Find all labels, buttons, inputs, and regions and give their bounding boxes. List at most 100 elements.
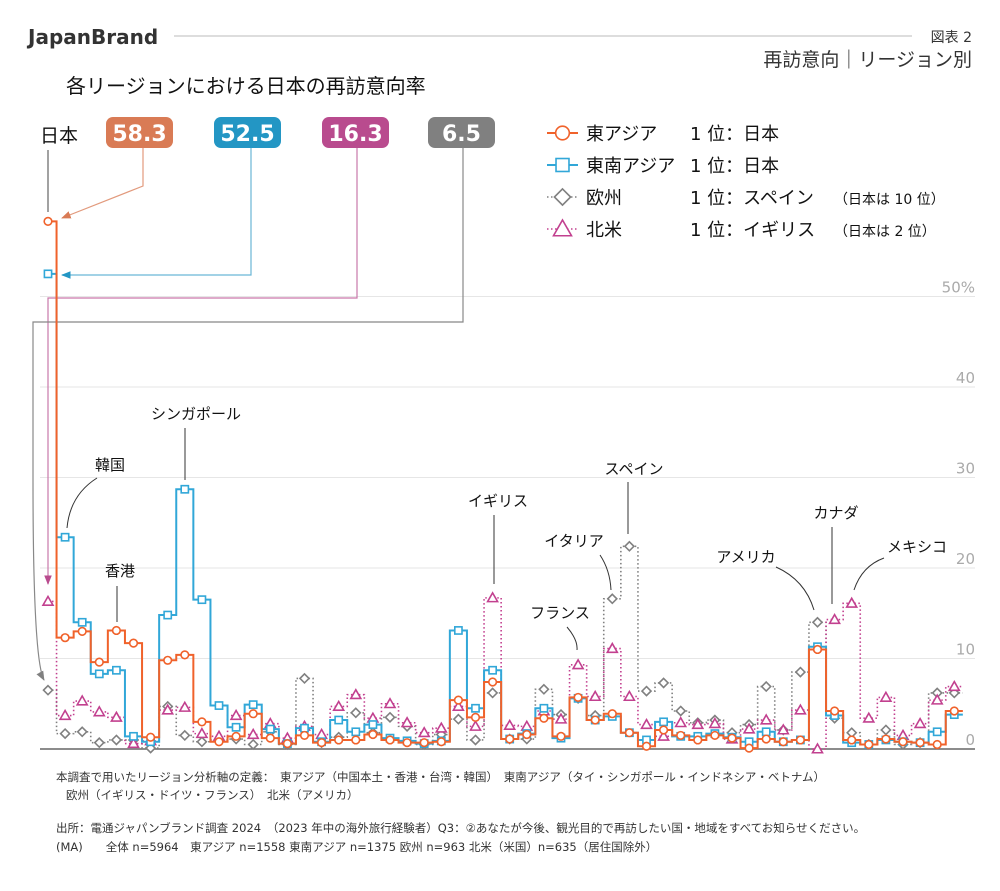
legend-series-name: 東南アジア <box>586 156 675 177</box>
triangle-marker <box>58 708 72 721</box>
circle-marker <box>881 734 891 744</box>
circle-marker <box>128 638 139 648</box>
triangle-marker <box>246 727 260 740</box>
triangle-marker <box>41 594 55 607</box>
japan-callouts: 58.3 52.5 16.3 6.5 <box>32 117 495 681</box>
annotation-leader <box>853 557 885 591</box>
triangle-marker <box>195 727 209 739</box>
square-marker <box>231 722 241 732</box>
triangle-marker <box>178 700 192 712</box>
triangle-marker <box>503 718 517 731</box>
square-marker <box>43 269 53 279</box>
triangle-marker <box>486 591 499 603</box>
y-tick-label: 10 <box>956 641 975 659</box>
triangle-marker <box>552 218 573 237</box>
circle-marker <box>539 713 549 723</box>
diamond-marker <box>196 736 208 748</box>
circle-marker <box>607 709 617 719</box>
callout-arrow <box>61 148 144 219</box>
diamond-marker <box>298 672 311 685</box>
triangle-marker <box>452 699 465 712</box>
triangle-marker <box>92 705 106 717</box>
circle-marker <box>898 737 908 747</box>
triangle-marker <box>400 716 414 728</box>
triangle-marker <box>571 658 585 670</box>
triangle-marker <box>930 693 944 705</box>
circle-marker <box>556 731 566 741</box>
diamond-marker <box>452 713 465 725</box>
diamond-marker <box>675 705 687 717</box>
circle-marker <box>385 735 395 745</box>
square-marker <box>163 610 173 620</box>
circle-marker <box>915 738 925 748</box>
circle-marker <box>488 677 498 687</box>
definition-note-1: 本調査で用いたリージョン分析軸の定義： 東アジア（中国本土・香港・台湾・韓国） … <box>56 770 825 784</box>
square-marker <box>555 157 570 173</box>
value-badge-text: 6.5 <box>442 122 481 147</box>
circle-marker <box>214 737 224 747</box>
square-marker <box>112 665 121 675</box>
figure-number: 図表 2 <box>931 30 972 46</box>
circle-marker <box>402 738 412 748</box>
circle-marker <box>231 731 241 741</box>
triangle-marker <box>417 726 431 738</box>
circle-marker <box>522 729 532 740</box>
diamond-marker <box>794 666 807 678</box>
y-tick-label: 20 <box>956 550 975 568</box>
callout-arrow <box>61 148 252 279</box>
circle-marker <box>43 216 53 226</box>
circle-marker <box>505 734 515 744</box>
circle-marker <box>368 729 378 740</box>
circle-marker <box>932 739 942 750</box>
legend-series-name: 東アジア <box>586 124 657 145</box>
square-marker <box>265 724 275 734</box>
circle-marker <box>146 732 156 742</box>
diamond-marker <box>110 734 123 746</box>
square-marker <box>77 617 87 627</box>
diamond-marker <box>880 724 892 736</box>
square-marker <box>60 532 70 542</box>
value-badge-text: 16.3 <box>328 122 382 147</box>
circle-marker <box>812 644 823 655</box>
annotation-label: スペイン <box>605 460 664 478</box>
circle-marker <box>847 735 857 745</box>
y-tick-label: 30 <box>956 460 975 478</box>
square-marker <box>539 703 549 713</box>
value-badge <box>106 117 173 148</box>
callout-arrow <box>32 148 464 681</box>
triangle-marker <box>332 699 346 712</box>
circle-marker <box>710 730 720 741</box>
circle-marker <box>282 738 293 749</box>
circle-marker <box>163 655 173 665</box>
triangle-marker <box>691 717 705 730</box>
source-note-1: 出所：電通ジャパンブランド調査 2024 （2023 年中の海外旅行経験者）Q3… <box>56 821 865 835</box>
square-marker <box>351 727 361 737</box>
circle-marker <box>197 717 207 727</box>
circle-marker <box>470 712 481 722</box>
circle-marker <box>727 733 737 743</box>
circle-marker <box>453 695 464 705</box>
circle-marker <box>554 125 571 141</box>
legend-rank-note: （日本は 10 位） <box>834 192 945 208</box>
triangle-marker <box>742 722 756 734</box>
definition-note-2: 欧州（イギリス・ドイツ・フランス） 北米（アメリカ） <box>66 788 358 802</box>
y-tick-label: 0 <box>965 731 975 749</box>
annotation-label: 韓国 <box>95 456 125 474</box>
square-marker <box>932 727 942 737</box>
diamond-marker <box>640 685 653 697</box>
circle-marker <box>658 725 669 735</box>
circle-marker <box>111 625 121 636</box>
circle-marker <box>761 734 771 744</box>
triangle-marker <box>315 727 328 740</box>
circle-marker <box>60 633 70 643</box>
square-marker <box>300 723 309 733</box>
square-marker <box>129 731 138 741</box>
circle-marker <box>624 728 635 738</box>
circle-marker <box>94 657 104 667</box>
diamond-marker <box>93 737 105 749</box>
y-tick-label: 40 <box>956 369 975 387</box>
triangle-marker <box>605 641 619 654</box>
value-badge-text: 58.3 <box>112 122 166 147</box>
